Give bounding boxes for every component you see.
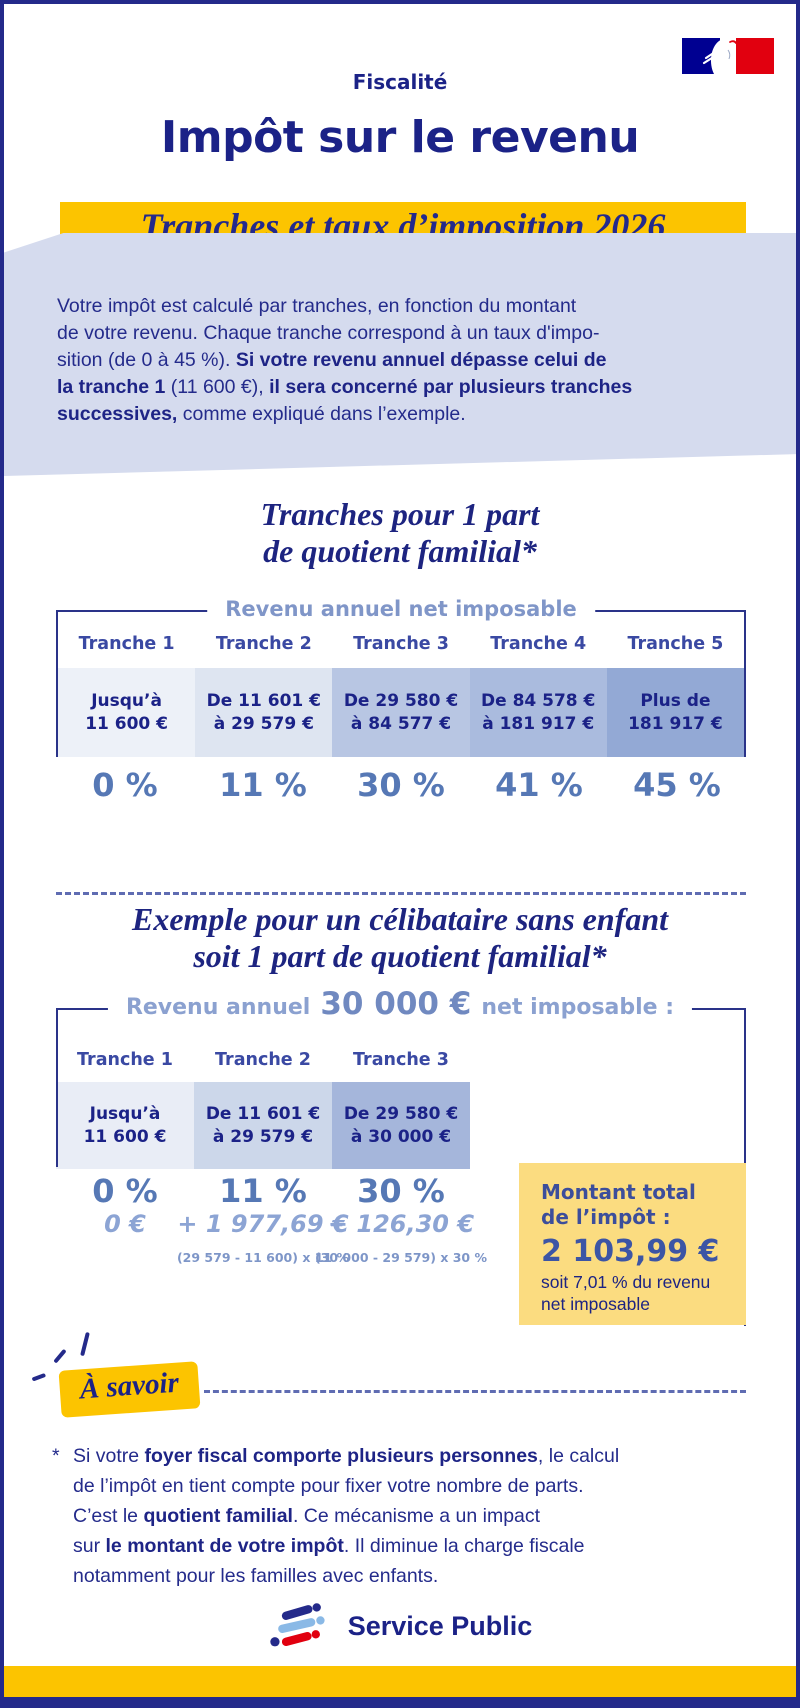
emphasis-ray <box>80 1331 90 1357</box>
example-header-row: Tranche 1 Tranche 2 Tranche 3 <box>56 1050 470 1070</box>
footer-brand-lockup: Service Public <box>4 1600 796 1652</box>
intro-line: sition (de 0 à 45 %). Si votre revenu an… <box>57 349 607 371</box>
tranche-range-cell: De 29 580 € à 84 577 € <box>332 668 470 757</box>
tranche-tax-amount: 0 € <box>104 1210 146 1238</box>
example-range-row: Jusqu’à 11 600 € De 11 601 € à 29 579 € De… <box>56 1082 470 1169</box>
brackets-table-frame: Revenu annuel net imposable Tranche 1 Tr… <box>56 597 746 757</box>
total-tax-note: soit 7,01 % du revenu net imposable <box>541 1272 711 1314</box>
example-table-frame: Revenu annuel 30 000 € net imposable : T… <box>56 986 746 1326</box>
section-divider-dashed <box>56 892 746 895</box>
brackets-rate-row: 0 % 11 % 30 % 41 % 45 % <box>56 766 746 804</box>
intro-paragraph: Votre impôt est calculé par tranches, en… <box>57 293 757 428</box>
emphasis-ray <box>31 1372 46 1382</box>
category-label: Fiscalité <box>352 70 448 94</box>
example-section-title: Exemple pour un célibataire sans enfant … <box>131 901 669 974</box>
tranche-rate: 30 % <box>357 1172 445 1210</box>
tranche-rate: 0 % <box>92 766 158 804</box>
tranche-tax-amount: + 126,30 € <box>327 1210 475 1238</box>
example-label-prefix: Revenu annuel <box>125 995 311 1020</box>
footnote-line: Si votre foyer fiscal comporte plusieurs… <box>73 1445 620 1467</box>
tranche-range-cell: De 84 578 € à 181 917 € <box>469 668 607 757</box>
tranche-range-cell: Jusqu’à 11 600 € <box>58 668 196 757</box>
tranche-tax-formula: (30 000 - 29 579) x 30 % <box>314 1250 488 1265</box>
footnote-asterisk: * <box>52 1445 60 1467</box>
example-table-left-border <box>56 1008 58 1167</box>
footer-brand-name: Service Public <box>347 1610 533 1641</box>
footnote-line: sur le montant de votre impôt. Il diminu… <box>73 1535 585 1557</box>
tranche-rate: 45 % <box>633 766 721 804</box>
intro-line: de votre revenu. Chaque tranche correspo… <box>57 322 600 344</box>
brackets-range-row: Jusqu’à 11 600 € De 11 601 € à 29 579 € De… <box>58 668 745 757</box>
tranche-tax-formula: (29 579 - 11 600) x 11 % <box>176 1250 350 1265</box>
footnote-line: de l’impôt en tient compte pour fixer vo… <box>73 1475 584 1497</box>
tranche-tax-amount: + 1 977,69 € <box>177 1210 349 1238</box>
example-income-amount: 30 000 € <box>320 986 472 1022</box>
footnote-line: C’est le quotient familial. Ce mécanisme… <box>73 1505 541 1527</box>
tranche-range-cell: De 29 580 € à 30 000 € <box>332 1082 470 1169</box>
brackets-section-title: Tranches pour 1 part de quotient familia… <box>260 496 540 569</box>
intro-background-block <box>4 233 796 476</box>
a-savoir-badge: À savoir <box>58 1361 201 1418</box>
a-savoir-dashed-line <box>204 1390 746 1393</box>
tranche-rate: 11 % <box>219 766 307 804</box>
tranche-range-cell: De 11 601 € à 29 579 € <box>194 1082 332 1169</box>
tranche-range-cell: De 11 601 € à 29 579 € <box>195 668 333 757</box>
french-government-logo <box>682 36 774 76</box>
tranche-rate: 11 % <box>219 1172 307 1210</box>
bottom-yellow-bar <box>4 1666 796 1704</box>
emphasis-ray <box>53 1348 67 1364</box>
brackets-table-label: Revenu annuel net imposable <box>207 597 595 621</box>
tranche-range-cell: Jusqu’à 11 600 € <box>56 1082 194 1169</box>
footnote-line: notamment pour les familles avec enfants… <box>73 1565 439 1587</box>
tranche-range-cell: Plus de 181 917 € <box>606 668 745 757</box>
tranche-rate: 41 % <box>495 766 583 804</box>
total-tax-label: Montant total de l’impôt : <box>541 1180 696 1229</box>
brackets-header-row: Tranche 1 Tranche 2 Tranche 3 Tranche 4 … <box>58 634 744 654</box>
page-title: Impôt sur le revenu <box>160 112 640 163</box>
tranche-header: Tranche 2 <box>215 634 312 654</box>
total-tax-amount: 2 103,99 € <box>541 1234 720 1269</box>
tranche-header: Tranche 1 <box>78 634 175 654</box>
service-public-icon <box>269 1603 325 1647</box>
example-label-suffix: net imposable : <box>481 995 675 1020</box>
total-tax-box: Montant total de l’impôt : 2 103,99 € so… <box>519 1163 746 1325</box>
tranche-header: Tranche 3 <box>353 634 449 654</box>
tranche-rate: 0 % <box>92 1172 158 1210</box>
example-table-label: Revenu annuel 30 000 € net imposable : <box>107 986 693 1022</box>
tranche-header: Tranche 2 <box>215 1050 311 1070</box>
footnote: * Si votre foyer fiscal comporte plusieu… <box>52 1441 762 1591</box>
intro-line: la tranche 1 (11 600 €), il sera concern… <box>57 376 633 398</box>
tricolor-marianne-icon <box>682 38 774 74</box>
tranche-rate: 30 % <box>357 766 445 804</box>
tranche-header: Tranche 3 <box>353 1050 449 1070</box>
tranche-header: Tranche 5 <box>627 634 724 654</box>
intro-line: successives, comme expliqué dans l’exemp… <box>57 403 466 425</box>
tranche-header: Tranche 4 <box>490 634 587 654</box>
example-rate-row: 0 % 11 % 30 % <box>56 1172 470 1210</box>
intro-line: Votre impôt est calculé par tranches, en… <box>57 295 577 317</box>
tranche-header: Tranche 1 <box>77 1050 173 1070</box>
